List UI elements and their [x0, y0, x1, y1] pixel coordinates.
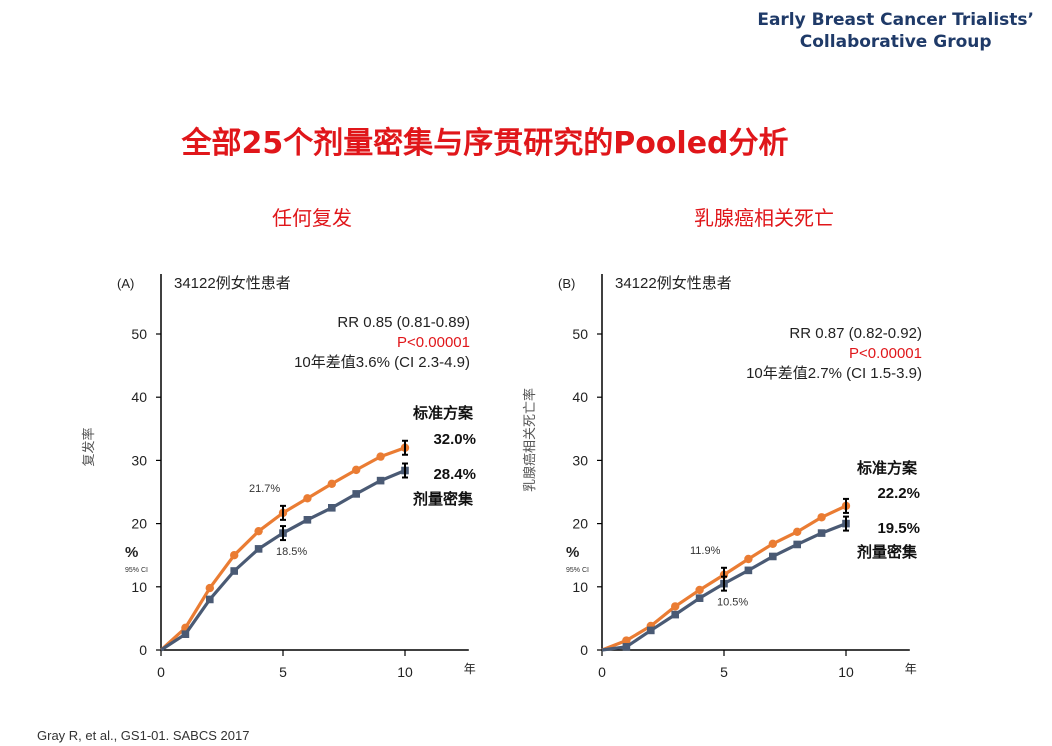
chart-a-stat-diff: 10年差值3.6% (CI 2.3-4.9) — [294, 354, 470, 371]
chart-a-legend-dose-dense-value: 28.4% — [433, 466, 476, 483]
chart-b-y-unit: % — [566, 544, 579, 561]
chart-b-series-standard-point — [793, 527, 802, 537]
chart-a-stat-rr: RR 0.85 (0.81-0.89) — [337, 314, 470, 331]
chart-a-series-standard-point — [205, 583, 214, 593]
chart-b-series-dose-dense-point — [647, 626, 655, 635]
chart-a-x-tick-label: 10 — [397, 664, 413, 680]
chart-a-y-tick-label: 10 — [131, 579, 147, 595]
chart-a-n-label: 34122例女性患者 — [174, 274, 291, 292]
chart-b-ci-label: 95% CI — [566, 567, 589, 574]
chart-b-series-standard-point — [817, 513, 826, 522]
chart-a-series-standard-point — [230, 551, 239, 560]
chart-b-series-dose-dense-point — [671, 610, 679, 619]
chart-a-annotation: 18.5% — [276, 546, 307, 558]
chart-a-series-standard-point — [376, 452, 385, 461]
chart-a-x-tick-label: 5 — [279, 664, 287, 680]
chart-a-series-standard-point — [254, 526, 263, 536]
chart-b-series-standard-point — [744, 554, 753, 564]
footer-citation: Gray R, et al., GS1-01. SABCS 2017 — [37, 728, 250, 743]
chart-a-title: 任何复发 — [272, 206, 352, 230]
chart-b-y-tick-label: 40 — [572, 389, 588, 405]
chart-a-annotation: 21.7% — [249, 483, 280, 495]
chart-b-y-tick-label: 10 — [572, 579, 588, 595]
chart-b-series-standard-point — [671, 602, 680, 611]
chart-a-panel-label: (A) — [117, 276, 134, 291]
chart-a-x-tick-label: 0 — [157, 664, 165, 680]
slide-title: 全部25个剂量密集与序贯研究的Pooled分析 — [181, 126, 789, 161]
chart-b-legend-dose-dense-name: 剂量密集 — [857, 543, 918, 561]
chart-b-y-tick-label: 50 — [572, 326, 588, 342]
chart-a-y-tick-label: 30 — [131, 452, 147, 468]
chart-b-stat-rr: RR 0.87 (0.82-0.92) — [789, 325, 922, 342]
chart-a-y-tick-label: 0 — [139, 642, 147, 658]
chart-b-stat-diff: 10年差值2.7% (CI 1.5-3.9) — [746, 365, 922, 382]
chart-a-series-standard-point — [327, 479, 336, 488]
chart-a-series-dose-dense-point — [328, 504, 336, 512]
chart-b-x-tick-label: 0 — [598, 664, 606, 680]
chart-a-legend-dose-dense-name: 剂量密集 — [413, 490, 474, 508]
chart-a-x-label: 年 — [464, 662, 476, 676]
chart-b-legend-standard-name: 标准方案 — [856, 459, 918, 477]
chart-b-y-tick-label: 20 — [572, 516, 588, 532]
chart-b-series-standard-point — [695, 585, 704, 595]
chart-a-series-dose-dense-point — [181, 630, 190, 638]
chart-b-series-dose-dense-point — [793, 540, 801, 549]
chart-a-series-standard-point — [352, 465, 361, 475]
chart-a-y-unit: % — [125, 544, 138, 561]
chart-b-series-dose-dense-point — [769, 552, 777, 561]
chart-a-series-dose-dense-point — [303, 516, 312, 524]
chart-a-y-label: 复发率 — [81, 427, 96, 466]
chart-b-series-dose-dense-point — [817, 529, 826, 537]
chart-a-series-dose-dense-point — [352, 490, 360, 498]
chart-b-y-tick-label: 0 — [580, 642, 588, 658]
chart-b-series-dose-dense-point — [744, 566, 753, 575]
chart-b-panel-label: (B) — [558, 276, 575, 291]
org-line-1: Early Breast Cancer Trialists’ — [757, 10, 1034, 30]
chart-a-y-tick-label: 20 — [131, 516, 147, 532]
chart-a-stat-p: P<0.00001 — [397, 334, 470, 351]
chart-a-y-tick-label: 50 — [131, 326, 147, 342]
chart-b-series-dose-dense-point — [622, 643, 631, 651]
chart-b-x-label: 年 — [905, 662, 917, 676]
chart-b-n-label: 34122例女性患者 — [615, 274, 732, 292]
chart-a-series-dose-dense-point — [376, 476, 385, 485]
chart-b-y-label: 乳腺癌相关死亡率 — [522, 388, 537, 492]
chart-b-x-tick-label: 5 — [720, 664, 728, 680]
chart-b-x-tick-label: 10 — [838, 664, 854, 680]
chart-b-series-standard-point — [768, 539, 777, 549]
chart-b-y-tick-label: 30 — [572, 452, 588, 468]
chart-a-legend-standard-value: 32.0% — [433, 431, 476, 448]
chart-a-series-standard-point — [303, 494, 312, 503]
chart-a-series-dose-dense-point — [254, 545, 263, 553]
org-logo-text: Early Breast Cancer Trialists’ Collabora… — [757, 9, 1034, 53]
chart-b-legend-standard-value: 22.2% — [877, 485, 920, 502]
org-line-2: Collaborative Group — [799, 32, 992, 52]
chart-b-annotation: 10.5% — [717, 597, 748, 609]
chart-b-title: 乳腺癌相关死亡 — [694, 206, 834, 230]
chart-b-series-standard-point — [622, 636, 631, 645]
chart-a-series-dose-dense-point — [230, 567, 238, 575]
chart-b-legend-dose-dense-value: 19.5% — [877, 520, 920, 537]
chart-a-legend-standard-name: 标准方案 — [412, 404, 474, 422]
chart-b-stat-p: P<0.00001 — [849, 345, 922, 362]
chart-a-series-dose-dense-line — [160, 469, 406, 652]
chart-a-ci-label: 95% CI — [125, 567, 148, 574]
chart-b-annotation: 11.9% — [690, 545, 721, 557]
chart-a-y-tick-label: 40 — [131, 389, 147, 405]
chart-a-series-dose-dense-point — [206, 595, 214, 604]
chart-b-series-dose-dense-point — [695, 594, 704, 602]
